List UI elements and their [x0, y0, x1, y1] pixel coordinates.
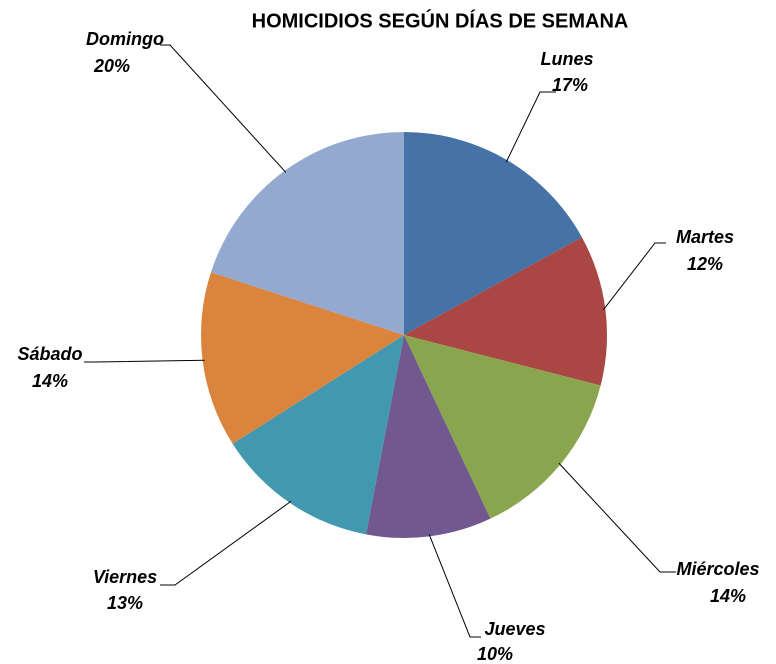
pie-slice: [200, 272, 404, 444]
leader-line: [505, 91, 556, 163]
leader-line: [84, 359, 205, 363]
pie-slice: [232, 335, 404, 535]
slice-value: 17%: [552, 75, 588, 95]
slice-value: 12%: [687, 254, 723, 274]
slice-value: 14%: [710, 586, 746, 606]
pie-slice: [404, 237, 608, 386]
leader-line: [160, 500, 292, 586]
slice-label: Martes: [676, 227, 734, 247]
leader-line: [602, 242, 666, 311]
pie-slice: [210, 132, 404, 335]
slice-value: 14%: [32, 371, 68, 391]
pie-slice: [404, 132, 582, 335]
slice-label: Jueves: [484, 619, 545, 639]
slice-value: 10%: [477, 644, 513, 664]
slice-label: Viernes: [93, 567, 157, 587]
leader-line: [428, 534, 481, 638]
slice-label: Miércoles: [676, 559, 759, 579]
slice-label: Lunes: [540, 49, 593, 69]
chart-title: HOMICIDIOS SEGÚN DÍAS DE SEMANA: [252, 8, 629, 32]
slice-value: 20%: [93, 56, 130, 76]
pie-slice: [365, 335, 491, 538]
leader-line: [160, 44, 287, 173]
leader-line: [558, 462, 676, 573]
pie-slice: [404, 335, 601, 519]
slice-label: Domingo: [86, 29, 164, 49]
slice-value: 13%: [107, 593, 143, 613]
slice-label: Sábado: [17, 344, 82, 364]
